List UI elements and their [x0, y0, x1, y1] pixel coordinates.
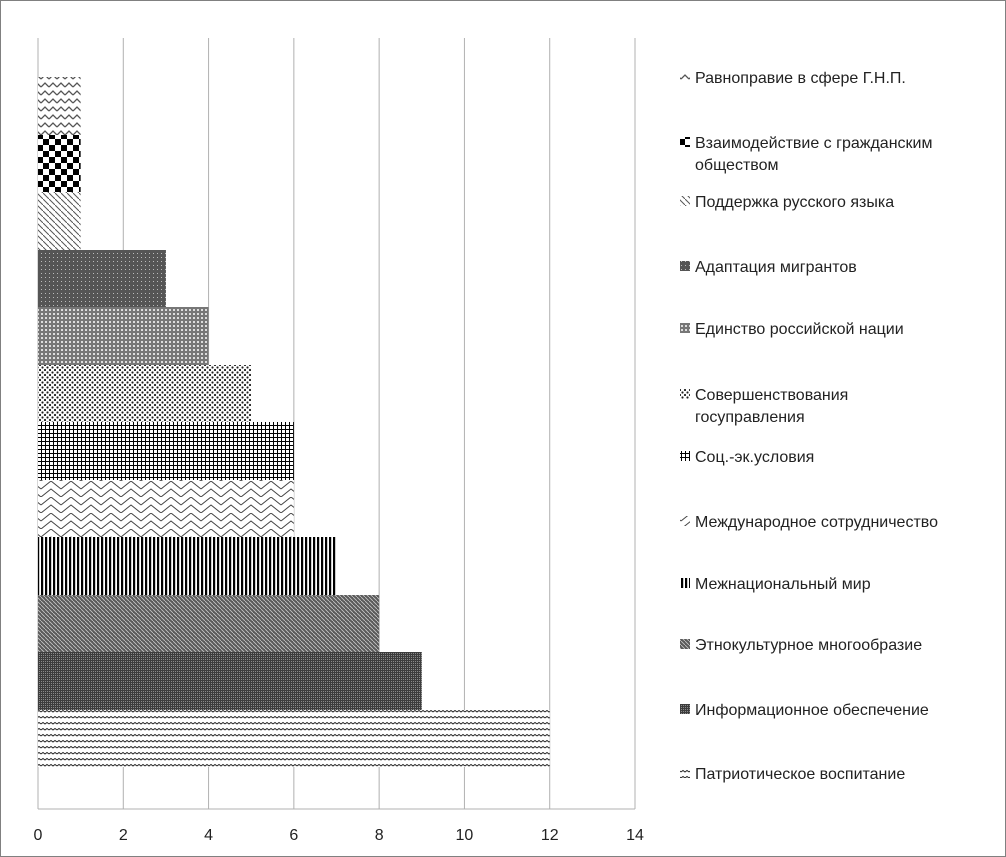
legend-label: Международное сотрудничество: [695, 514, 938, 531]
legend-swatch-vertical-lines: [680, 578, 690, 588]
legend-label: Соц.-эк.условия: [695, 449, 814, 466]
legend-label: Межнациональный мир: [695, 576, 871, 593]
bar-checker-large: [38, 135, 81, 192]
legend-swatch-diagonal-light: [680, 196, 690, 206]
legend-swatch-checker-large: [680, 137, 690, 147]
bar-zigzag-light: [38, 77, 81, 135]
x-tick-label: 8: [375, 827, 384, 844]
bar-dense-checker: [38, 652, 422, 710]
legend-label: Адаптация мигрантов: [695, 259, 857, 276]
legend-label: госуправления: [695, 409, 805, 426]
legend-swatch-dense-checker: [680, 704, 690, 714]
x-tick-label: 4: [204, 827, 213, 844]
bar-small-grid: [38, 422, 294, 480]
legend-label: Информационное обеспечение: [695, 702, 929, 719]
legend: Равноправие в сфере Г.Н.П. Взаимодействие…: [680, 70, 938, 783]
bar-sparse-dots: [38, 365, 252, 422]
x-tick-label: 2: [119, 827, 128, 844]
bar-vertical-lines: [38, 537, 337, 595]
x-tick-label: 10: [456, 827, 474, 844]
bar-diagonal-light: [38, 192, 81, 250]
legend-label: обществом: [695, 157, 779, 174]
legend-swatch-zigzag-light: [680, 72, 690, 82]
legend-label: Единство российской нации: [695, 321, 904, 338]
legend-swatch-dark-dots: [680, 261, 690, 271]
legend-swatch-dotted-grid: [680, 323, 690, 333]
bar-dark-diagonal: [38, 595, 380, 652]
legend-label: Патриотическое воспитание: [695, 766, 905, 783]
legend-swatch-small-grid: [680, 451, 690, 461]
bar-wide-zigzag: [38, 480, 294, 537]
legend-label: Взаимодействие с гражданским: [695, 135, 932, 152]
legend-label: Этнокультурное многообразие: [695, 637, 922, 654]
bar-dotted-grid: [38, 307, 209, 365]
x-tick-label: 12: [541, 827, 559, 844]
x-tick-label: 6: [289, 827, 298, 844]
legend-label: Совершенствования: [695, 387, 848, 404]
bars: [38, 77, 550, 767]
legend-swatch-dark-diagonal: [680, 639, 690, 649]
bar-dark-dots: [38, 250, 166, 307]
legend-label: Поддержка русского языка: [695, 194, 894, 211]
legend-label: Равноправие в сфере Г.Н.П.: [695, 70, 906, 87]
x-tick-label: 0: [34, 827, 43, 844]
x-tick-label: 14: [626, 827, 644, 844]
legend-swatch-sparse-dots: [680, 389, 690, 399]
bar-horizontal-wave: [38, 710, 550, 767]
legend-swatch-wide-zigzag: [680, 516, 690, 526]
x-axis: 0 2 4 6 8 10 12 14: [34, 808, 644, 844]
legend-swatch-horizontal-wave: [680, 768, 690, 778]
